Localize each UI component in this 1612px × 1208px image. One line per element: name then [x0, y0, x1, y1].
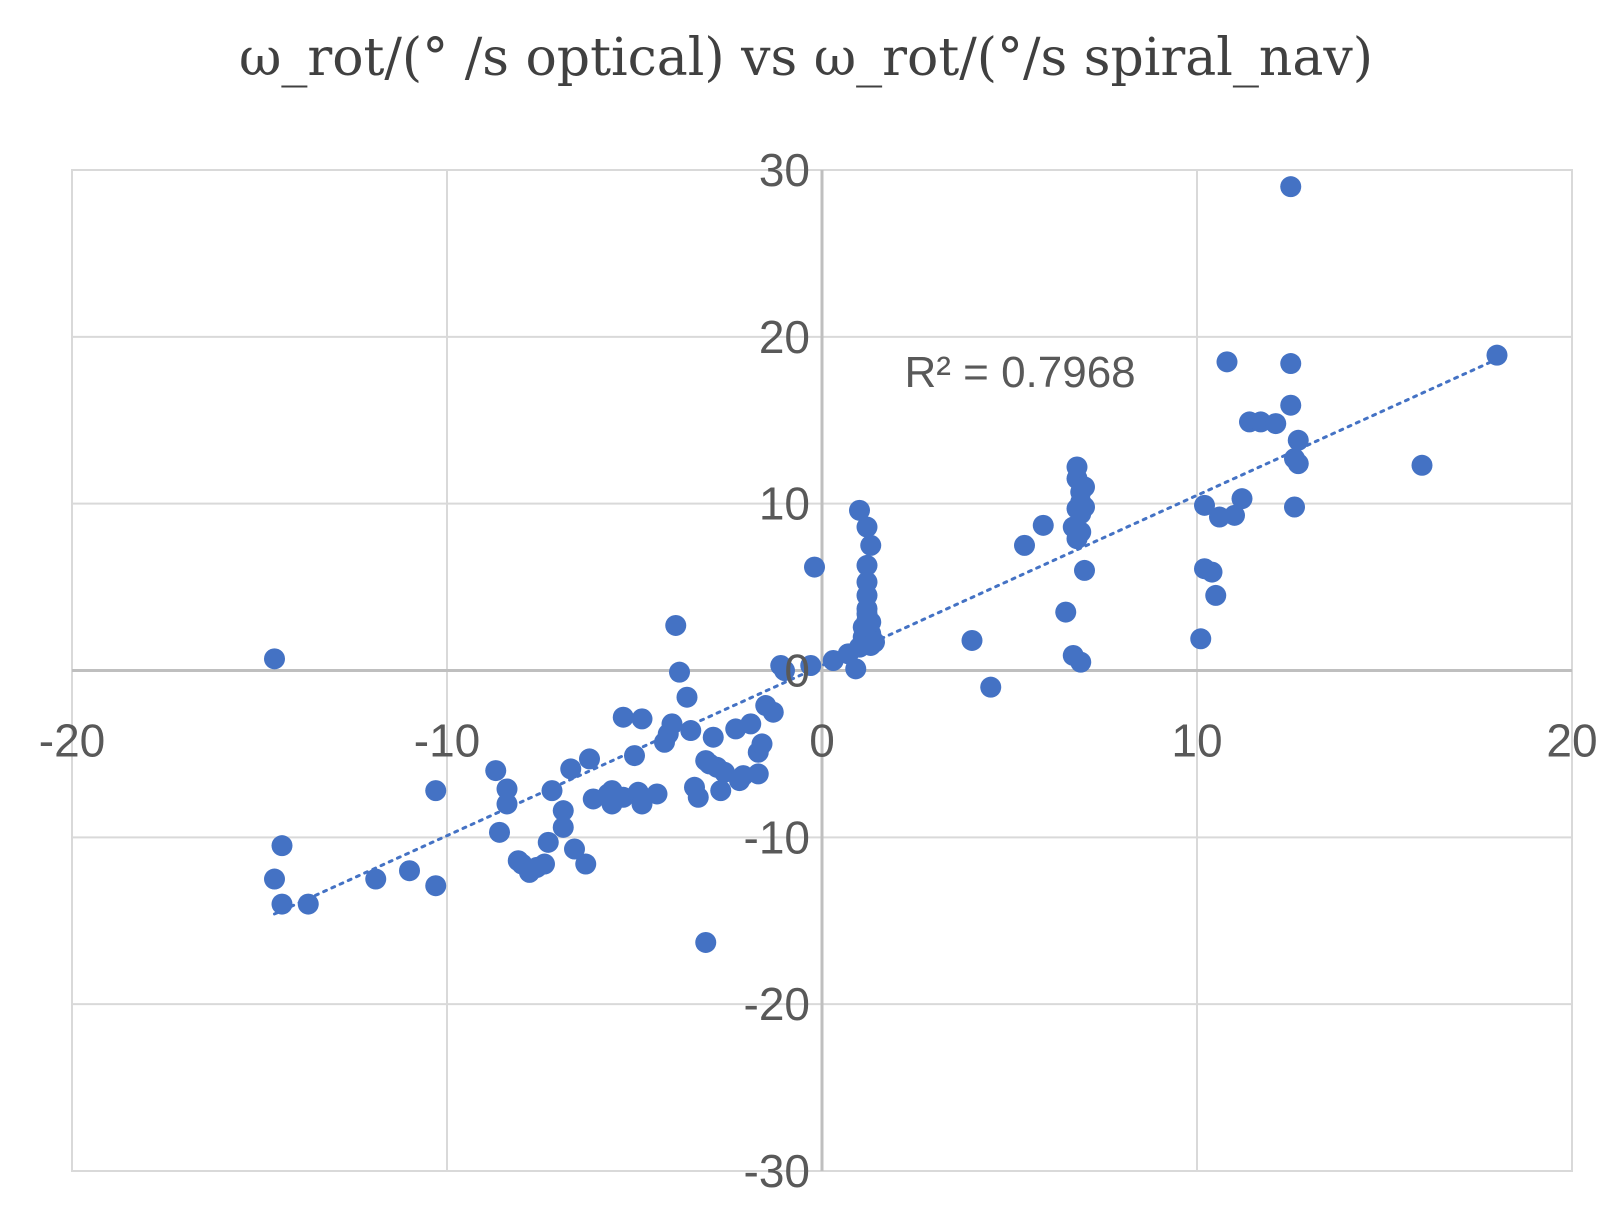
chart-title: ω_rot/(° /s optical) vs ω_rot/(°/s spira… — [238, 28, 1374, 88]
data-point — [864, 631, 885, 653]
data-point — [1287, 429, 1309, 451]
y-tick-label: -10 — [744, 811, 810, 863]
data-point — [1231, 488, 1253, 510]
data-point — [1216, 351, 1238, 373]
data-point — [980, 676, 1002, 698]
data-point — [849, 499, 870, 521]
data-point — [575, 853, 597, 875]
data-point — [1194, 494, 1215, 516]
data-point — [564, 838, 585, 860]
data-point — [1284, 496, 1305, 518]
data-point — [631, 708, 653, 730]
data-point — [774, 660, 795, 681]
data-point — [1066, 456, 1088, 478]
data-point — [1280, 394, 1302, 416]
y-tick-label: 20 — [759, 311, 810, 363]
data-point — [845, 658, 867, 680]
data-points — [264, 176, 1508, 953]
data-point — [751, 733, 773, 755]
data-point — [860, 611, 882, 633]
data-point — [1411, 454, 1433, 476]
data-point — [1287, 453, 1309, 475]
trendline — [273, 357, 1499, 916]
x-tick-label: 20 — [1546, 715, 1597, 767]
data-point — [1074, 559, 1095, 581]
data-point — [1070, 521, 1092, 543]
data-point — [1205, 584, 1227, 606]
data-point — [579, 748, 600, 770]
data-point — [560, 758, 582, 780]
data-point — [800, 654, 822, 676]
data-point — [425, 780, 447, 802]
y-tick-label: -20 — [744, 978, 810, 1030]
data-point — [1190, 628, 1212, 650]
data-point — [1070, 651, 1092, 673]
data-point — [1486, 344, 1508, 366]
data-point — [534, 853, 555, 875]
data-point — [612, 706, 634, 728]
axes — [72, 170, 1572, 1171]
data-point — [860, 534, 882, 556]
x-tick-label: -20 — [39, 715, 105, 767]
data-point — [695, 931, 717, 953]
data-point — [264, 648, 285, 670]
data-point — [271, 835, 293, 857]
data-point — [680, 720, 702, 742]
data-point — [961, 629, 983, 651]
data-point — [747, 763, 769, 785]
data-point — [264, 868, 285, 890]
x-tick-label: -10 — [414, 715, 480, 767]
data-point — [1074, 476, 1095, 498]
data-point — [804, 556, 825, 578]
data-point — [624, 745, 645, 767]
data-point — [1280, 353, 1302, 375]
data-point — [1280, 176, 1302, 198]
data-point — [541, 780, 563, 802]
x-tick-label: 10 — [1171, 715, 1222, 767]
data-point — [710, 780, 732, 802]
data-point — [399, 860, 420, 882]
x-tick-label: 0 — [809, 715, 835, 767]
y-tick-label: -30 — [744, 1145, 810, 1197]
tick-labels: -20 -10 0 10 20 -30 -20 -10 0 10 20 30 — [39, 144, 1598, 1197]
data-point — [496, 778, 518, 800]
data-point — [856, 571, 878, 593]
data-point — [537, 831, 559, 853]
data-point — [552, 816, 574, 838]
y-tick-label: 0 — [784, 645, 810, 697]
data-point — [1055, 601, 1077, 623]
data-point — [856, 554, 878, 576]
data-point — [271, 893, 293, 915]
data-point — [702, 726, 724, 748]
data-point — [1014, 534, 1035, 556]
data-point — [687, 786, 709, 808]
data-point — [669, 661, 690, 683]
data-point — [489, 821, 510, 843]
y-tick-label: 30 — [759, 144, 810, 196]
data-point — [1032, 514, 1054, 536]
data-point — [365, 868, 387, 890]
data-point — [646, 783, 668, 805]
data-point — [425, 875, 447, 897]
trendline-group: R² = 0.7968 — [273, 348, 1499, 916]
data-point — [631, 793, 653, 815]
data-point — [676, 686, 698, 708]
data-point — [496, 793, 518, 815]
data-point — [1224, 504, 1245, 526]
data-point — [1265, 413, 1287, 435]
data-point — [762, 701, 784, 723]
data-point — [856, 516, 878, 538]
data-point — [297, 893, 319, 915]
data-point — [1074, 496, 1095, 518]
data-point — [1201, 561, 1223, 583]
data-point — [740, 713, 762, 735]
data-point — [661, 713, 683, 735]
y-tick-label: 10 — [759, 478, 810, 530]
data-point — [552, 800, 574, 822]
data-point — [485, 760, 507, 782]
data-point — [665, 614, 687, 636]
r-squared-label: R² = 0.7968 — [905, 348, 1136, 397]
